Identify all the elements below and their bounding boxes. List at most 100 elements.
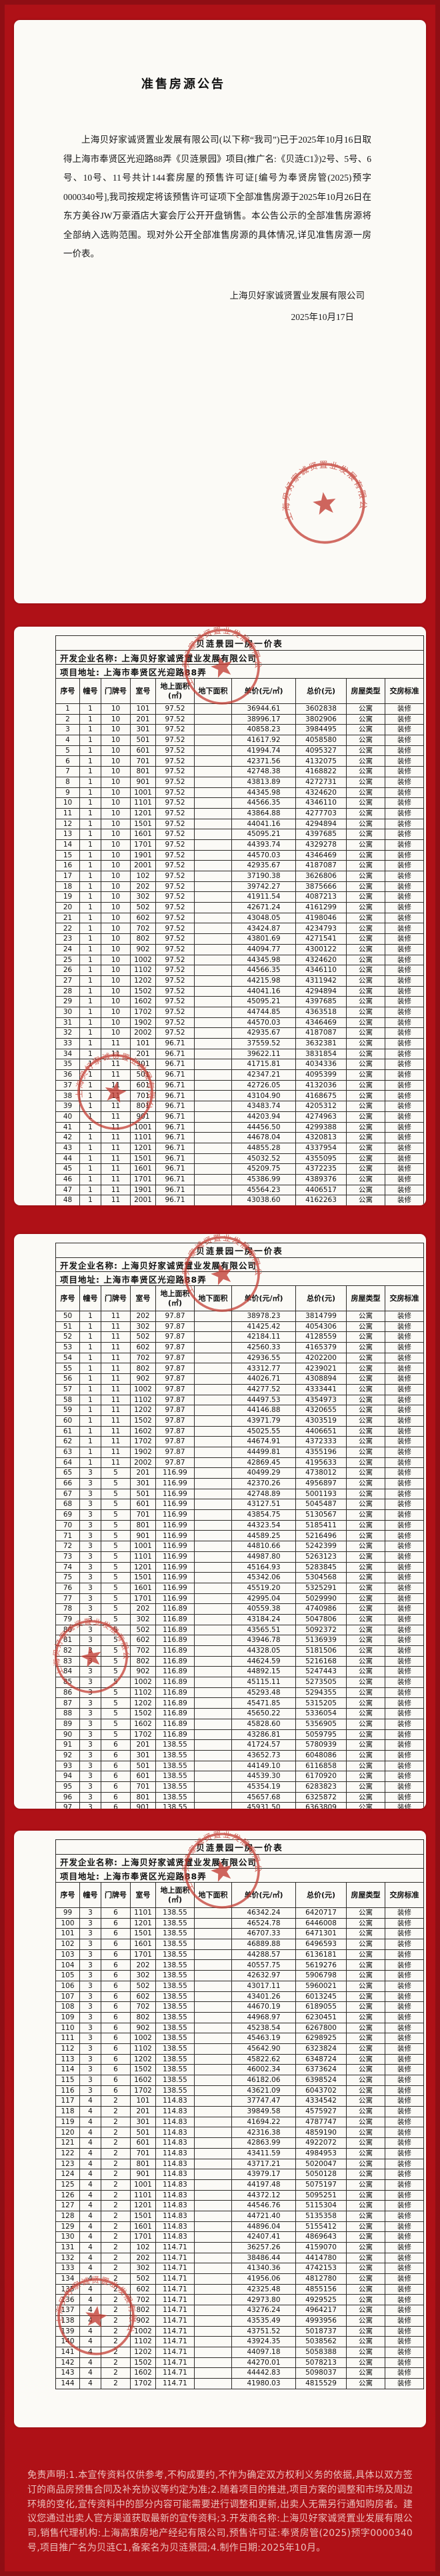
cell-seq: 31 [55,1017,80,1029]
cell-area-below [194,2033,232,2044]
cell-room-no: 1002 [130,1677,156,1688]
cell-unit-price: 42936.55 [231,1352,296,1364]
cell-total-price: 4815529 [295,2377,347,2389]
table-row: 138 4 2 902 114.71 43535.49 4993956 公寓 装修 [55,2315,425,2327]
cell-building-no: 3 [79,1593,101,1605]
cell-house-type: 公寓 [346,1781,385,1793]
cell-delivery-standard: 装修 [384,943,425,955]
cell-total-price: 4205312 [295,1101,347,1112]
cell-delivery-standard: 装修 [384,2116,425,2128]
table-row: 81 3 5 602 116.89 43946.78 5136939 公寓 装修 [55,1635,425,1646]
cell-area-above: 114.83 [155,2158,195,2170]
cell-delivery-standard: 装修 [384,1509,425,1521]
cell-door-no: 6 [101,2053,131,2065]
cell-delivery-standard: 装修 [384,1708,425,1719]
cell-total-price: 3602838 [295,703,347,715]
cell-delivery-standard: 装修 [384,2169,425,2180]
cell-house-type: 公寓 [346,1163,385,1175]
cell-area-above: 114.71 [155,2294,195,2306]
cell-house-type: 公寓 [346,1530,385,1542]
cell-room-no: 1001 [130,1121,156,1133]
cell-unit-price: 45642.90 [231,2043,296,2055]
cell-area-above: 114.83 [155,2169,195,2180]
cell-building-no: 3 [79,1519,101,1531]
cell-unit-price: 40499.29 [231,1467,296,1479]
cell-area-below [194,1331,232,1343]
cell-building-no: 3 [79,1572,101,1583]
cell-seq: 56 [55,1373,80,1385]
cell-seq: 144 [55,2377,80,2389]
cell-building-no: 1 [79,954,101,966]
table-row: 33 1 11 101 96.71 37559.52 3632381 公寓 装修 [55,1038,425,1049]
cell-total-price: 4095327 [295,745,347,757]
address-value: 上海市奉贤区光迎路88弄 [103,1871,207,1881]
table-row: 51 1 11 302 97.87 41425.42 4054306 公寓 装修 [55,1321,425,1333]
cell-house-type: 公寓 [346,1038,385,1049]
cell-total-price: 4812780 [295,2273,347,2285]
cell-area-below [194,2252,232,2264]
cell-seq: 110 [55,2022,80,2034]
cell-area-above: 116.99 [155,1467,195,1479]
cell-seq: 16 [55,860,80,871]
cell-total-price: 5001193 [295,1488,347,1500]
cell-area-below [194,1991,232,2003]
cell-delivery-standard: 装修 [384,1163,425,1175]
developer-label: 开发企业名称: [60,1260,118,1271]
cell-area-below [194,1645,232,1657]
cell-door-no: 11 [101,1436,131,1447]
cell-area-below [194,891,232,903]
cell-room-no: 301 [130,1749,156,1761]
cell-house-type: 公寓 [346,2377,385,2389]
cell-unit-price: 45209.75 [231,1163,296,1175]
cell-delivery-standard: 装修 [384,1551,425,1563]
cell-area-above: 116.99 [155,1561,195,1573]
cell-delivery-standard: 装修 [384,1079,425,1091]
cell-unit-price: 42371.56 [231,755,296,767]
cell-room-no: 502 [130,1331,156,1343]
cell-door-no: 11 [101,1457,131,1469]
cell-seq: 47 [55,1184,80,1196]
cell-unit-price: 42935.67 [231,1027,296,1039]
cell-total-price: 4346469 [295,849,347,861]
cell-seq: 67 [55,1488,80,1500]
cell-area-below [194,2064,232,2075]
cell-unit-price: 44094.77 [231,943,296,955]
cell-seq: 17 [55,871,80,882]
cell-room-no: 1601 [130,829,156,840]
address-row: 项目地址: 上海市奉贤区光迎路88弄 [55,1271,425,1286]
cell-unit-price: 39622.11 [231,1048,296,1060]
cell-building-no: 4 [79,2305,101,2316]
cell-unit-price: 42863.99 [231,2137,296,2149]
cell-door-no: 2 [101,2169,131,2180]
cell-seq: 32 [55,1027,80,1039]
cell-area-below [194,1561,232,1573]
cell-door-no: 5 [101,1655,131,1667]
cell-area-above: 96.71 [155,1069,195,1081]
cell-building-no: 1 [79,1457,101,1469]
cell-area-above: 97.87 [155,1331,195,1343]
cell-building-no: 1 [79,1184,101,1196]
cell-delivery-standard: 装修 [384,1928,425,1940]
cell-area-below [194,2106,232,2117]
cell-building-no: 1 [79,1394,101,1406]
cell-seq: 139 [55,2325,80,2337]
cell-house-type: 公寓 [346,1718,385,1730]
cell-building-no: 1 [79,1069,101,1081]
cell-unit-price: 45386.99 [231,1173,296,1185]
cell-area-below [194,745,232,757]
cell-room-no: 501 [130,1760,156,1772]
table-row: 45 1 11 1601 96.71 45209.75 4372235 公寓 装修 [55,1163,425,1175]
cell-door-no: 11 [101,1383,131,1395]
cell-delivery-standard: 装修 [384,891,425,903]
cell-area-above: 114.71 [155,2273,195,2285]
cell-area-above: 116.89 [155,1697,195,1709]
table-row: 57 1 11 1002 97.87 44277.52 4333441 公寓 装修 [55,1383,425,1395]
cell-building-no: 3 [79,1467,101,1479]
cell-area-above: 116.99 [155,1478,195,1489]
cell-area-below [194,755,232,767]
cell-house-type: 公寓 [346,2367,385,2379]
cell-total-price: 4274963 [295,1111,347,1123]
cell-unit-price: 43127.51 [231,1499,296,1511]
table-row: 3 1 10 301 97.52 40858.23 3984495 公寓 装修 [55,724,425,736]
cell-total-price: 4956897 [295,1478,347,1489]
